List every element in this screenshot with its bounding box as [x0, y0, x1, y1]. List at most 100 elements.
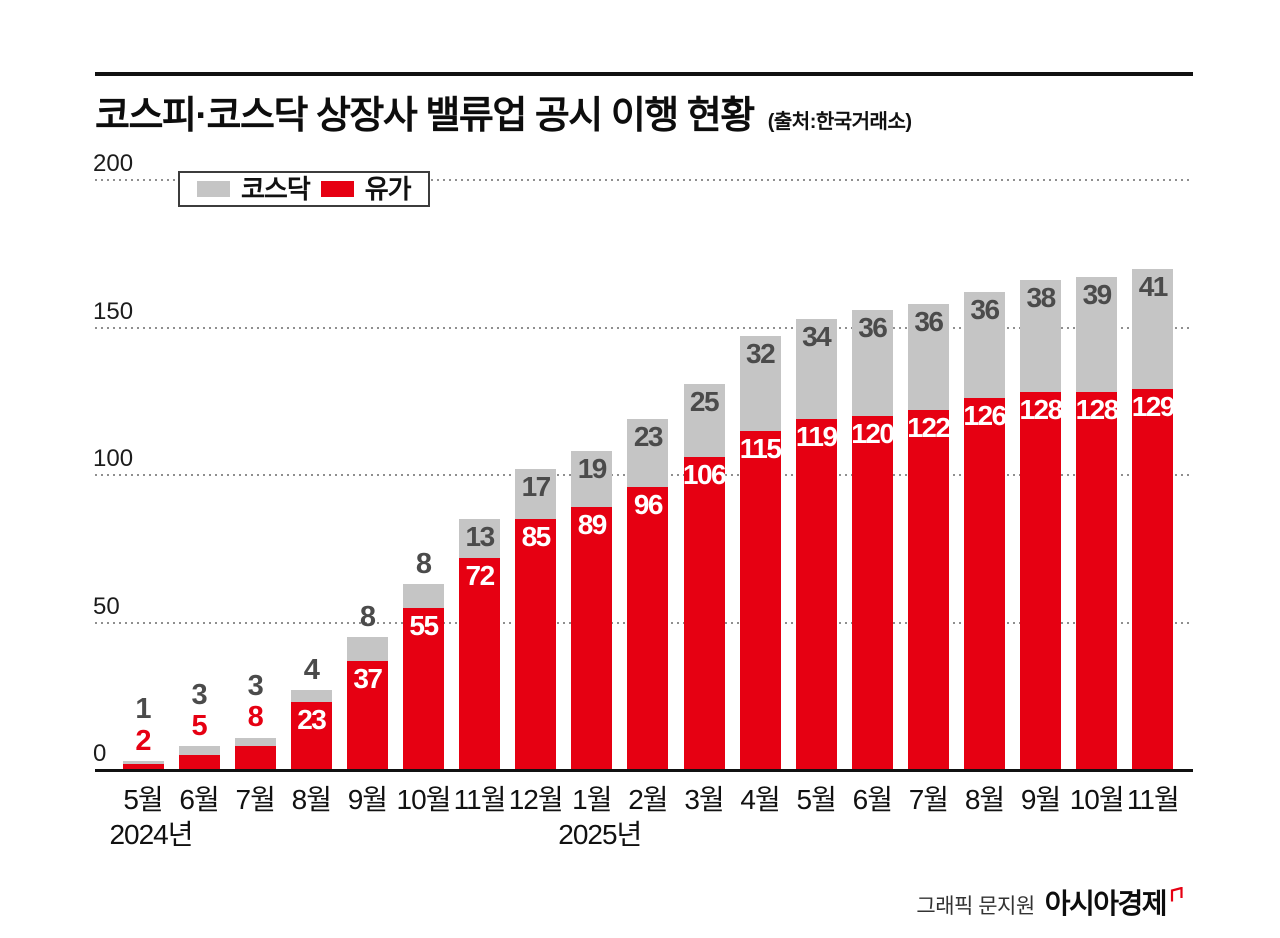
bar-value-kosdaq: 8: [359, 600, 376, 633]
x-axis-label-14: 6월: [852, 784, 893, 815]
bar-segment-kospi: 85: [515, 519, 557, 770]
bar-group-13: 34 119: [795, 318, 838, 770]
bar-group-18: 39 128: [1075, 277, 1120, 770]
bar-value-kospi: 85: [521, 521, 552, 553]
bar-segment-kospi: 120: [851, 416, 895, 770]
bar-value-kospi: 96: [633, 488, 664, 520]
bar-group-15: 36 122: [907, 303, 951, 770]
bar-group-17: 38 128: [1019, 280, 1063, 770]
kosdaq-legend-label: 코스닥: [241, 174, 311, 204]
kospi-legend-swatch: [320, 181, 354, 197]
x-axis-label-8: 12월: [508, 784, 564, 815]
bar-segment-kosdaq: 39: [1076, 277, 1118, 393]
bar-plot-area: 1 2 3 5 3 8 23 4 37 8 55 8 13 72 17 85 19 89 23 96 25 106 32 11…: [95, 0, 1193, 770]
bar-group-8: 17 85: [515, 469, 557, 770]
bar-value-kosdaq: 17: [521, 471, 552, 503]
bar-value-kospi: 23: [297, 704, 327, 736]
bar-value-kosdaq: 23: [633, 420, 664, 452]
bar-segment-kosdaq: 41: [1132, 268, 1174, 390]
bar-value-kosdaq: 25: [689, 385, 720, 417]
kosdaq-legend-swatch: [197, 181, 230, 197]
bar-segment-kospi: [234, 746, 276, 770]
bar-segment-kosdaq: [403, 584, 444, 608]
bar-group-9: 19 89: [571, 451, 613, 770]
x-axis-label-18: 10월: [1069, 784, 1125, 815]
bar-segment-kosdaq: [178, 746, 220, 756]
bar-value-kospi: 119: [795, 420, 838, 452]
bar-value-kospi: 5: [191, 709, 208, 742]
bar-value-kosdaq: 3: [247, 669, 264, 702]
bar-value-kospi: 89: [577, 509, 608, 541]
x-axis-label-12: 4월: [740, 784, 780, 815]
bar-value-kospi: 126: [963, 400, 1007, 432]
bar-value-kospi: 122: [907, 412, 951, 444]
bar-group-1: [122, 761, 164, 770]
bar-value-kosdaq: 36: [914, 305, 944, 337]
x-axis-label-6: 10월: [396, 784, 452, 815]
bar-segment-kospi: 23: [290, 702, 332, 770]
x-axis-baseline: [95, 769, 1193, 772]
bar-value-kosdaq: 36: [858, 311, 888, 343]
bar-value-kospi: 55: [409, 609, 439, 641]
x-axis-label-4: 8월: [291, 784, 332, 815]
brand-logo-text: 아시아경제: [1044, 888, 1168, 919]
x-axis-label-2: 6월: [179, 784, 219, 815]
bar-segment-kospi: 128: [1019, 392, 1063, 770]
year-label-2025년: 2025년: [558, 819, 642, 850]
y-axis-label-200: 200: [93, 150, 134, 177]
bar-group-14: 36 120: [851, 309, 895, 770]
year-label-2024년: 2024년: [109, 819, 193, 850]
bar-value-kospi: 72: [465, 559, 496, 591]
bar-group-3: [234, 737, 276, 770]
bar-value-kosdaq: 4: [303, 653, 320, 686]
bar-outside-labels: 8: [359, 600, 376, 633]
bar-value-kosdaq: 3: [191, 678, 208, 711]
top-rule-divider: [95, 72, 1193, 76]
bar-value-kospi: 8: [247, 701, 264, 734]
chart-legend: 코스닥 유가: [178, 171, 430, 207]
source-note: (출처:한국거래소): [767, 111, 912, 133]
bar-segment-kospi: 55: [403, 607, 444, 770]
bar-group-4: 23: [290, 690, 332, 770]
bar-value-kosdaq: 36: [970, 294, 1000, 326]
bar-outside-labels: 8: [415, 547, 432, 580]
bar-segment-kosdaq: [290, 690, 332, 703]
bar-value-kosdaq: 41: [1138, 270, 1169, 302]
x-axis-label-1: 5월: [123, 784, 163, 815]
y-gridline-200: [95, 179, 1193, 181]
bar-segment-kosdaq: 25: [683, 383, 725, 458]
bar-group-10: 23 96: [627, 418, 669, 770]
bar-group-7: 13 72: [459, 519, 501, 770]
footer-credit-row: 그래픽 문지원 아시아경제: [916, 882, 1190, 922]
bar-segment-kospi: 72: [459, 557, 501, 770]
bar-value-kosdaq: 39: [1082, 279, 1113, 311]
bar-group-12: 32 115: [739, 336, 782, 770]
bar-segment-kosdaq: [346, 637, 388, 661]
bar-group-2: [178, 746, 220, 770]
bar-value-kospi: 120: [851, 418, 895, 449]
bar-segment-kospi: 128: [1075, 392, 1120, 770]
y-axis-label-100: 100: [93, 445, 134, 472]
bar-segment-kosdaq: [122, 761, 164, 765]
bar-value-kospi: 128: [1075, 394, 1120, 426]
bar-value-kosdaq: 32: [746, 338, 776, 370]
bar-value-kosdaq: 13: [465, 521, 496, 553]
y-gridline-150: [95, 326, 1193, 329]
bar-segment-kosdaq: 38: [1020, 280, 1062, 393]
x-axis-label-13: 5월: [796, 784, 837, 815]
bar-segment-kospi: 96: [627, 486, 669, 770]
bar-segment-kosdaq: 36: [964, 292, 1005, 399]
bar-group-6: 55: [403, 584, 444, 770]
bar-segment-kosdaq: 34: [795, 318, 837, 419]
bar-value-kosdaq: 8: [415, 547, 432, 580]
bar-value-kospi: 128: [1019, 394, 1063, 426]
bar-segment-kospi: 122: [907, 410, 951, 770]
x-axis-label-16: 8월: [964, 784, 1005, 815]
bar-segment-kospi: [178, 755, 220, 770]
bar-value-kospi: 37: [353, 662, 383, 694]
bar-segment-kosdaq: 36: [907, 303, 949, 411]
x-axis-label-15: 7월: [908, 784, 949, 815]
